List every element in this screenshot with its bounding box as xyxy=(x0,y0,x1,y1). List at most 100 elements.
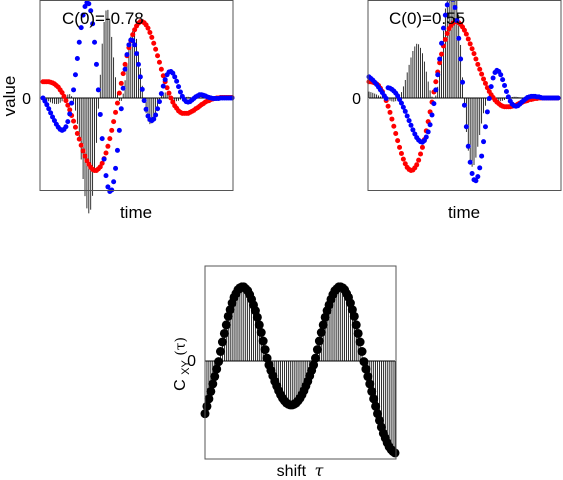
data-point xyxy=(65,102,71,108)
data-point xyxy=(479,153,485,159)
y-axis-label-c: C xyxy=(172,379,189,391)
data-point xyxy=(99,160,105,166)
data-point xyxy=(373,409,383,419)
data-point xyxy=(258,336,268,346)
data-point xyxy=(122,61,128,67)
data-point xyxy=(309,360,319,370)
data-point xyxy=(162,77,168,83)
data-point xyxy=(398,100,404,106)
data-point xyxy=(124,52,130,58)
data-point xyxy=(74,130,80,136)
data-point xyxy=(109,127,115,133)
data-point xyxy=(158,91,164,97)
data-point xyxy=(429,112,435,118)
data-point xyxy=(406,118,412,124)
data-point xyxy=(353,328,363,338)
data-point xyxy=(262,353,272,363)
data-point xyxy=(90,21,96,27)
data-point xyxy=(145,25,151,31)
data-point xyxy=(482,124,488,130)
data-point xyxy=(132,42,138,48)
data-point xyxy=(481,76,487,82)
data-point xyxy=(103,173,109,179)
data-point xyxy=(469,171,475,177)
data-point xyxy=(135,61,141,67)
data-point xyxy=(103,150,109,156)
x-axis-label: time xyxy=(120,203,152,222)
data-point xyxy=(500,77,506,83)
data-point xyxy=(176,84,182,90)
data-point xyxy=(427,122,433,128)
data-point xyxy=(212,364,222,374)
data-point xyxy=(168,95,174,101)
data-point xyxy=(113,165,119,171)
x-axis-label-text: shift xyxy=(277,463,307,480)
data-point xyxy=(391,123,397,129)
data-point xyxy=(99,136,105,142)
data-point xyxy=(97,111,103,117)
data-point xyxy=(390,448,400,458)
markers-layer xyxy=(40,0,235,195)
data-point xyxy=(160,83,166,89)
data-point xyxy=(120,71,126,77)
data-point xyxy=(502,83,508,89)
data-point xyxy=(76,39,82,45)
top-right-panel: 0 C(0)=0.55 time xyxy=(352,0,562,222)
data-point xyxy=(170,70,176,76)
data-point xyxy=(365,379,375,389)
data-point xyxy=(69,100,75,106)
zero-tick-label: 0 xyxy=(22,91,31,108)
data-point xyxy=(484,85,490,91)
data-point xyxy=(80,12,86,18)
data-point xyxy=(151,40,157,46)
data-point xyxy=(437,56,443,62)
data-point xyxy=(454,18,460,24)
data-point xyxy=(252,312,262,322)
data-point xyxy=(481,139,487,145)
stems-layer xyxy=(368,0,558,167)
data-point xyxy=(156,59,162,65)
data-point xyxy=(93,61,99,67)
data-point xyxy=(116,90,122,96)
data-point xyxy=(67,107,73,113)
data-point xyxy=(120,85,126,91)
data-point xyxy=(141,98,147,104)
data-point xyxy=(440,25,446,31)
data-point xyxy=(387,109,393,115)
data-point xyxy=(155,106,161,112)
data-point xyxy=(385,103,391,109)
data-point xyxy=(471,51,477,57)
data-point xyxy=(463,124,469,130)
data-point xyxy=(172,74,178,80)
data-point xyxy=(416,157,422,163)
data-point xyxy=(219,328,229,338)
data-point xyxy=(82,3,88,9)
data-point xyxy=(101,156,107,162)
data-point xyxy=(475,174,481,180)
data-point xyxy=(260,345,270,355)
data-point xyxy=(156,99,162,105)
plot-frame xyxy=(39,0,234,191)
data-point xyxy=(67,111,73,117)
data-point xyxy=(204,394,214,404)
data-point xyxy=(371,401,381,411)
data-point xyxy=(498,72,504,78)
data-point xyxy=(479,71,485,77)
data-point xyxy=(132,27,138,33)
data-point xyxy=(467,159,473,165)
data-point xyxy=(151,116,157,122)
y-axis-label: C XY (τ) xyxy=(172,337,193,391)
data-point xyxy=(78,25,84,31)
data-point xyxy=(490,75,496,81)
data-point xyxy=(357,347,367,356)
plot-frame xyxy=(367,0,562,191)
data-point xyxy=(408,122,414,128)
data-point xyxy=(419,144,425,150)
x-axis-label-symbol: τ xyxy=(314,461,324,480)
data-point xyxy=(484,109,490,115)
data-point xyxy=(398,151,404,156)
data-point xyxy=(461,102,467,108)
data-point xyxy=(44,102,50,108)
correlation-annotation: C(0)=0.55 xyxy=(389,9,465,28)
